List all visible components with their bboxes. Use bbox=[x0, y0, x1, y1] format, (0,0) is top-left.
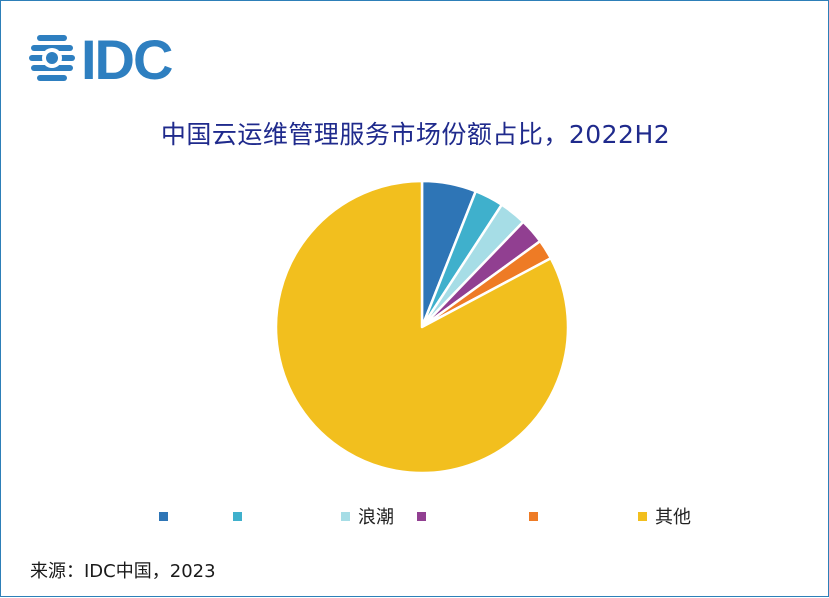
legend-label: 其他 bbox=[655, 507, 691, 528]
legend-swatch bbox=[417, 511, 426, 521]
legend-swatch bbox=[233, 511, 242, 521]
legend-item-1 bbox=[159, 504, 168, 528]
source-note: 来源：IDC中国，2023 bbox=[30, 561, 216, 582]
chart-title: 中国云运维管理服务市场份额占比，2022H2 bbox=[160, 120, 671, 149]
chart-legend: 浪潮 其他 bbox=[151, 504, 791, 528]
legend-swatch bbox=[638, 511, 647, 521]
legend-item-2 bbox=[233, 504, 242, 528]
legend-item-4 bbox=[417, 504, 426, 528]
legend-swatch bbox=[529, 511, 538, 521]
legend-label: 浪潮 bbox=[358, 507, 394, 528]
legend-item-6: 其他 bbox=[638, 504, 691, 528]
globe-icon bbox=[29, 35, 75, 81]
legend-swatch bbox=[341, 511, 350, 521]
legend-swatch bbox=[159, 511, 168, 521]
idc-logo: IDC bbox=[29, 29, 174, 85]
pie-slice-6 bbox=[274, 179, 570, 475]
logo-text: IDC bbox=[81, 29, 172, 85]
legend-item-3: 浪潮 bbox=[341, 504, 394, 528]
legend-item-5 bbox=[529, 504, 538, 528]
